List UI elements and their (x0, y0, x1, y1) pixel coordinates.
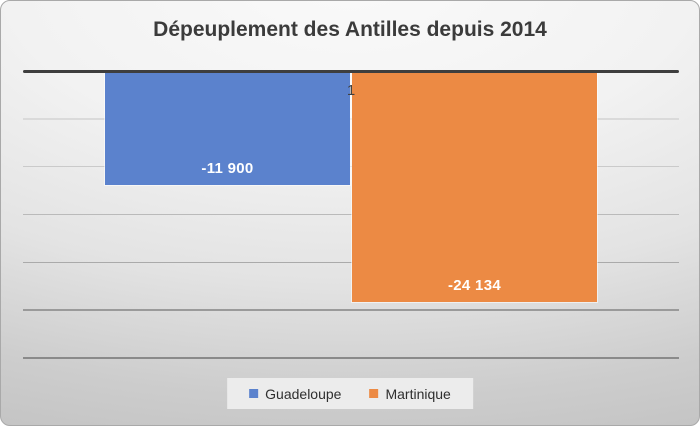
legend: Guadeloupe Martinique (227, 378, 473, 409)
gridline (23, 309, 679, 311)
x-axis-line (23, 69, 679, 73)
legend-label-guadeloupe: Guadeloupe (265, 385, 342, 402)
gridline (23, 213, 679, 216)
gridline (23, 261, 679, 264)
plot-area: 1 -11 900 -24 134 (23, 69, 679, 359)
gridlines (23, 71, 679, 359)
bar-martinique[interactable]: -24 134 (352, 72, 597, 302)
data-label-martinique: -24 134 (448, 276, 501, 294)
legend-label-martinique: Martinique (385, 385, 451, 402)
legend-swatch-guadeloupe-icon (249, 389, 259, 398)
gridline (23, 357, 679, 359)
data-label-guadeloupe: -11 900 (201, 159, 254, 177)
bar-guadeloupe[interactable]: -11 900 (105, 72, 350, 185)
category-axis-label: 1 (346, 82, 356, 99)
gridline (23, 118, 679, 120)
legend-item-guadeloupe[interactable]: Guadeloupe (249, 386, 341, 402)
chart-title: Dépeuplement des Antilles depuis 2014 (153, 18, 547, 41)
gridline (23, 165, 679, 168)
legend-swatch-martinique-icon (369, 389, 379, 398)
legend-item-martinique[interactable]: Martinique (369, 385, 451, 402)
